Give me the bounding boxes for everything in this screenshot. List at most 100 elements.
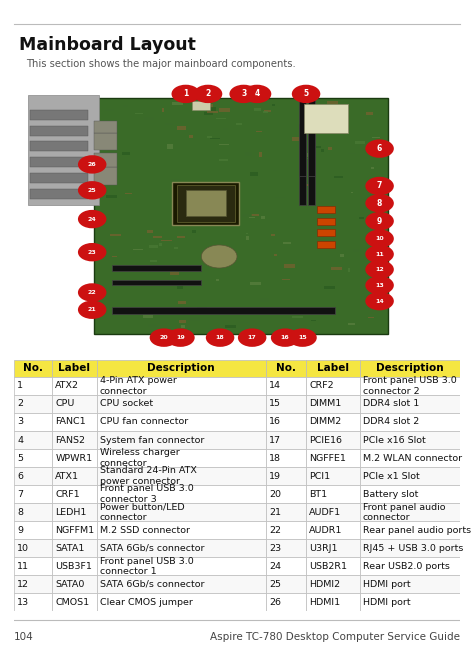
Bar	[149, 245, 158, 248]
Text: 17: 17	[248, 335, 256, 340]
Text: CRF2: CRF2	[309, 381, 334, 390]
Text: 26: 26	[269, 598, 281, 607]
Bar	[359, 576, 460, 593]
Bar	[135, 112, 143, 114]
Text: PCIe x16 Slot: PCIe x16 Slot	[363, 436, 425, 445]
Bar	[191, 230, 196, 233]
Bar	[14, 395, 52, 413]
Text: 26: 26	[88, 162, 97, 167]
Circle shape	[288, 328, 317, 347]
Bar	[112, 307, 335, 314]
Text: 15: 15	[269, 400, 281, 408]
Bar	[348, 322, 355, 325]
Text: HDMI port: HDMI port	[363, 598, 410, 607]
Bar	[359, 485, 460, 503]
Circle shape	[206, 328, 234, 347]
Text: 10: 10	[375, 236, 384, 241]
Bar	[173, 247, 178, 249]
Bar	[266, 576, 306, 593]
Bar	[204, 112, 213, 115]
Bar	[52, 413, 97, 431]
Text: 19: 19	[176, 335, 185, 340]
Bar	[371, 167, 374, 169]
Bar	[359, 449, 460, 467]
Bar	[317, 229, 335, 236]
Bar	[282, 279, 291, 281]
Text: AUDF1: AUDF1	[309, 508, 341, 517]
Bar	[170, 272, 179, 275]
Circle shape	[271, 328, 300, 347]
Bar	[306, 377, 359, 395]
Bar	[324, 311, 335, 315]
Text: 16: 16	[269, 417, 281, 426]
Circle shape	[365, 194, 394, 213]
Text: CRF1: CRF1	[55, 490, 80, 498]
Circle shape	[78, 210, 107, 228]
Bar	[14, 503, 52, 521]
Bar	[52, 576, 97, 593]
Bar	[353, 249, 359, 252]
Text: Aspire TC-780 Desktop Computer Service Guide: Aspire TC-780 Desktop Computer Service G…	[210, 632, 460, 642]
Bar	[348, 153, 356, 154]
Bar	[255, 108, 261, 111]
Bar	[359, 540, 460, 557]
Text: 22: 22	[88, 290, 97, 295]
Bar	[171, 179, 181, 181]
Text: 13: 13	[18, 598, 29, 607]
Text: 7: 7	[377, 182, 382, 190]
Bar	[177, 286, 183, 288]
Bar	[52, 449, 97, 467]
Bar	[133, 252, 136, 254]
Bar	[249, 216, 255, 218]
Bar	[304, 104, 348, 133]
Text: Label: Label	[58, 363, 91, 373]
Bar	[97, 431, 266, 449]
Text: 20: 20	[269, 490, 281, 498]
Bar	[190, 317, 200, 322]
Bar	[207, 137, 212, 138]
Text: 7: 7	[18, 490, 23, 498]
Text: DIMM2: DIMM2	[309, 417, 341, 426]
Bar	[250, 283, 261, 285]
Text: FANS2: FANS2	[55, 436, 85, 445]
Circle shape	[78, 301, 107, 319]
Bar	[238, 322, 248, 324]
Text: Standard 24-Pin ATX
power connector: Standard 24-Pin ATX power connector	[100, 466, 197, 486]
Bar	[147, 230, 153, 233]
Bar	[260, 298, 269, 302]
Bar	[97, 540, 266, 557]
Bar	[266, 431, 306, 449]
Text: 8: 8	[377, 199, 382, 208]
Bar	[340, 254, 344, 257]
Bar	[30, 126, 88, 135]
Bar	[182, 209, 191, 213]
Bar	[152, 264, 160, 268]
Text: DDR4 slot 2: DDR4 slot 2	[363, 417, 419, 426]
Bar	[94, 121, 117, 133]
Bar	[190, 135, 193, 139]
Bar	[359, 557, 460, 576]
Bar	[52, 557, 97, 576]
Text: M.2 WLAN connector: M.2 WLAN connector	[363, 454, 462, 462]
Bar	[359, 503, 460, 521]
Text: 14: 14	[269, 381, 281, 390]
Bar	[177, 126, 186, 130]
Bar	[306, 413, 359, 431]
Bar	[222, 309, 225, 313]
Text: Front panel USB 3.0
connector 3: Front panel USB 3.0 connector 3	[100, 485, 193, 504]
Bar	[328, 147, 332, 150]
Bar	[97, 576, 266, 593]
Bar	[182, 233, 187, 236]
Bar	[229, 205, 234, 208]
Bar	[186, 212, 193, 213]
Bar	[196, 184, 204, 187]
Circle shape	[150, 328, 178, 347]
Text: 21: 21	[88, 307, 97, 312]
Bar	[306, 576, 359, 593]
Bar	[359, 593, 460, 611]
Circle shape	[78, 243, 107, 262]
Bar	[304, 184, 314, 186]
Bar	[272, 103, 275, 106]
Bar	[266, 593, 306, 611]
Bar	[359, 431, 460, 449]
